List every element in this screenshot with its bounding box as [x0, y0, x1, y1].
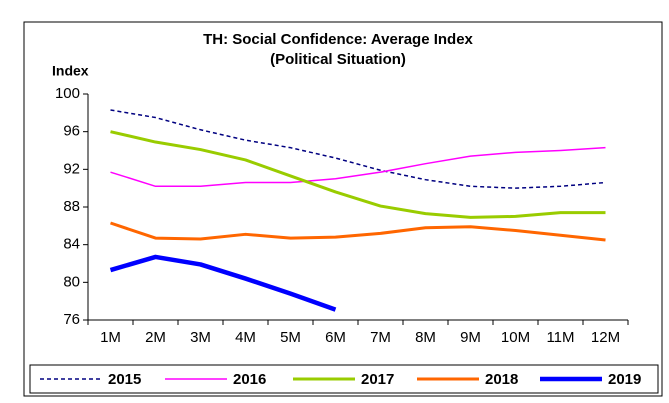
x-tick-label: 10M [501, 329, 530, 346]
x-tick-label: 7M [370, 329, 391, 346]
x-tick-label: 12M [591, 329, 620, 346]
series-line [110, 146, 606, 188]
y-tick-label: 76 [63, 311, 80, 328]
legend-label: 2017 [361, 371, 394, 388]
x-tick-label: 6M [325, 329, 346, 346]
x-tick-label: 8M [415, 329, 436, 346]
legend-label: 2016 [233, 371, 266, 388]
y-tick-label: 80 [63, 273, 80, 290]
x-tick-label: 5M [280, 329, 301, 346]
y-tick-label: 96 [63, 123, 80, 140]
y-tick-label: 100 [55, 85, 80, 102]
chart-subtitle: (Political Situation) [270, 51, 406, 68]
legend-label: 2019 [608, 371, 641, 388]
x-tick-label: 3M [190, 329, 211, 346]
series-line [110, 109, 606, 189]
chart-frame [23, 21, 663, 397]
y-axis-label: Index [52, 63, 89, 79]
chart-title: TH: Social Confidence: Average Index [203, 31, 473, 48]
x-tick-label: 4M [235, 329, 256, 346]
legend-label: 2018 [485, 371, 518, 388]
series-line [109, 254, 337, 312]
legend-label: 2015 [108, 371, 141, 388]
series-line [110, 221, 606, 242]
y-tick-label: 84 [63, 236, 80, 253]
x-tick-label: 9M [460, 329, 481, 346]
x-tick-label: 11M [546, 329, 574, 346]
y-tick-label: 88 [63, 198, 80, 215]
series-line [110, 130, 606, 219]
x-tick-label: 2M [145, 329, 166, 346]
x-tick-label: 1M [100, 329, 121, 346]
y-tick-label: 92 [63, 160, 80, 177]
